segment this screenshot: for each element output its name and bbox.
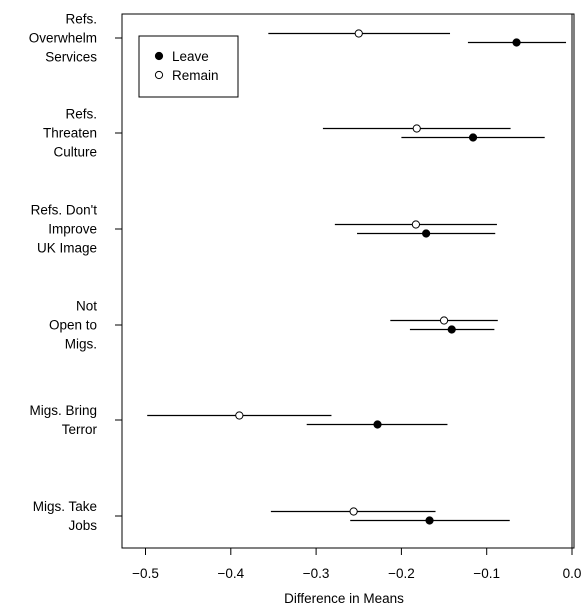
legend-label-leave: Leave bbox=[172, 49, 209, 64]
x-tick-label: −0.1 bbox=[473, 566, 500, 581]
category-label-line: Services bbox=[45, 50, 97, 65]
category-label-line: Overwhelm bbox=[29, 31, 97, 46]
category-label-line: Culture bbox=[53, 145, 97, 160]
point-leave bbox=[468, 133, 478, 142]
point-remain bbox=[412, 124, 421, 133]
x-tick-label: −0.3 bbox=[303, 566, 330, 581]
category-label: Refs. Don't Improve UK Image bbox=[31, 203, 98, 256]
legend-box bbox=[138, 35, 239, 98]
point-leave bbox=[425, 516, 434, 525]
point-remain bbox=[354, 29, 363, 38]
category-label-line: UK Image bbox=[37, 241, 97, 256]
point-leave bbox=[447, 325, 456, 334]
x-tick-label: 0.0 bbox=[563, 566, 582, 581]
category-label: Refs. Threaten Culture bbox=[43, 107, 97, 160]
category-label-line: Not bbox=[76, 299, 97, 314]
category-label-line: Migs. Take bbox=[33, 499, 97, 514]
category-label-line: Open to bbox=[49, 318, 97, 333]
category-label-line: Terror bbox=[62, 422, 98, 437]
category-label-line: Threaten bbox=[43, 126, 97, 141]
category-label-line: Migs. bbox=[65, 337, 97, 352]
x-tick-label: −0.2 bbox=[388, 566, 415, 581]
point-remain bbox=[411, 220, 421, 229]
category-label-line: Refs. bbox=[65, 107, 97, 122]
category-label-line: Refs. bbox=[65, 12, 97, 27]
point-remain bbox=[349, 507, 358, 516]
category-label: Migs. Bring Terror bbox=[29, 403, 97, 437]
legend-marker-leave bbox=[154, 51, 164, 61]
category-label-line: Jobs bbox=[68, 518, 97, 533]
category-label: Not Open to Migs. bbox=[49, 299, 97, 352]
legend-label-remain: Remain bbox=[172, 68, 219, 83]
category-label-line: Migs. Bring bbox=[29, 403, 97, 418]
category-label: Refs. Overwhelm Services bbox=[29, 12, 98, 65]
category-label-line: Refs. Don't bbox=[31, 203, 98, 218]
point-remain bbox=[439, 316, 449, 325]
x-tick-label: −0.5 bbox=[132, 566, 159, 581]
point-leave bbox=[422, 229, 431, 238]
plot-frame bbox=[121, 13, 575, 549]
point-leave bbox=[373, 420, 382, 429]
x-tick-label: −0.4 bbox=[217, 566, 244, 581]
point-remain bbox=[235, 411, 244, 420]
x-axis-title: Difference in Means bbox=[284, 591, 404, 606]
category-label: Migs. Take Jobs bbox=[33, 499, 98, 533]
legend-marker-remain bbox=[154, 70, 164, 80]
category-label-line: Improve bbox=[48, 222, 97, 237]
point-leave bbox=[512, 38, 521, 47]
